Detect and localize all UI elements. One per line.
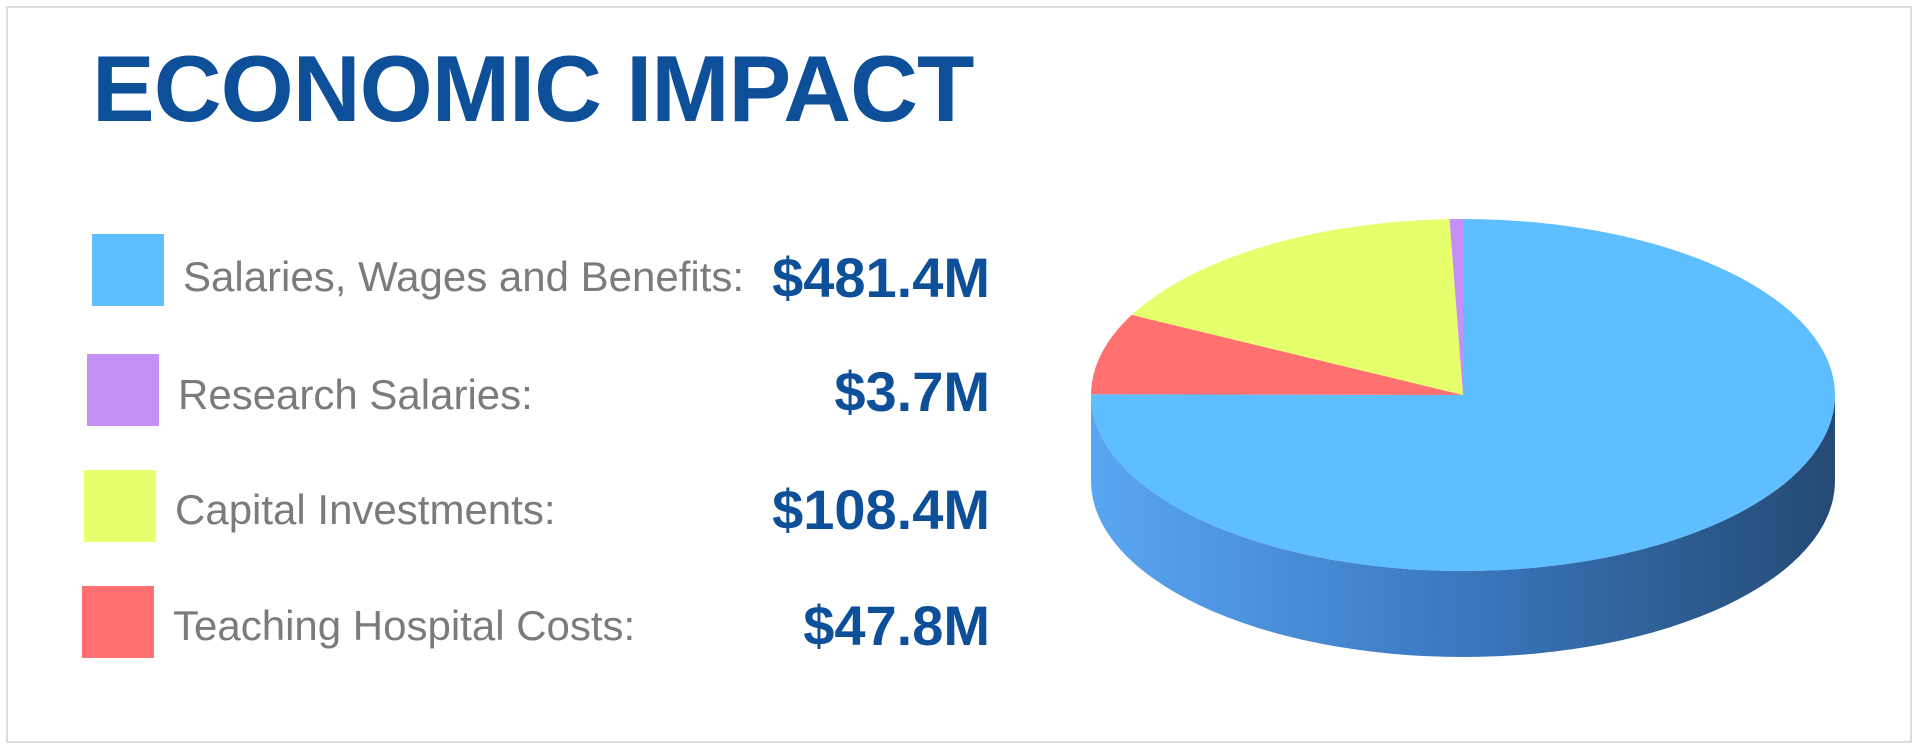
legend-swatch-hospital xyxy=(82,586,154,658)
legend-label-research: Research Salaries: xyxy=(178,371,533,418)
legend-value-salaries: $481.4M xyxy=(772,246,990,309)
legend-value-research: $3.7M xyxy=(834,360,990,423)
legend-item-salaries: Salaries, Wages and Benefits: $481.4M xyxy=(0,234,1000,314)
legend-swatch-capital xyxy=(84,470,156,542)
legend-label-hospital: Teaching Hospital Costs: xyxy=(173,602,636,649)
legend-swatch-research xyxy=(87,354,159,426)
legend-label-capital: Capital Investments: xyxy=(175,486,556,533)
legend: Salaries, Wages and Benefits: $481.4M Re… xyxy=(0,234,1000,662)
pie-chart xyxy=(1080,200,1860,680)
legend-label-salaries: Salaries, Wages and Benefits: xyxy=(183,253,745,300)
pie-slice-capital xyxy=(1131,219,1463,395)
page-title: ECONOMIC IMPACT xyxy=(92,36,974,141)
pie-slice-research xyxy=(1449,219,1463,395)
legend-swatch-salaries xyxy=(92,234,164,306)
legend-value-hospital: $47.8M xyxy=(803,594,990,657)
pie-side-wall xyxy=(1091,395,1835,657)
legend-item-hospital: Teaching Hospital Costs: $47.8M xyxy=(0,582,1000,662)
pie-slice-hospital xyxy=(1091,314,1463,395)
legend-item-capital: Capital Investments: $108.4M xyxy=(0,466,1000,546)
pie-chart-svg xyxy=(1091,219,1835,657)
legend-item-research: Research Salaries: $3.7M xyxy=(0,350,1000,430)
legend-value-capital: $108.4M xyxy=(772,478,990,541)
